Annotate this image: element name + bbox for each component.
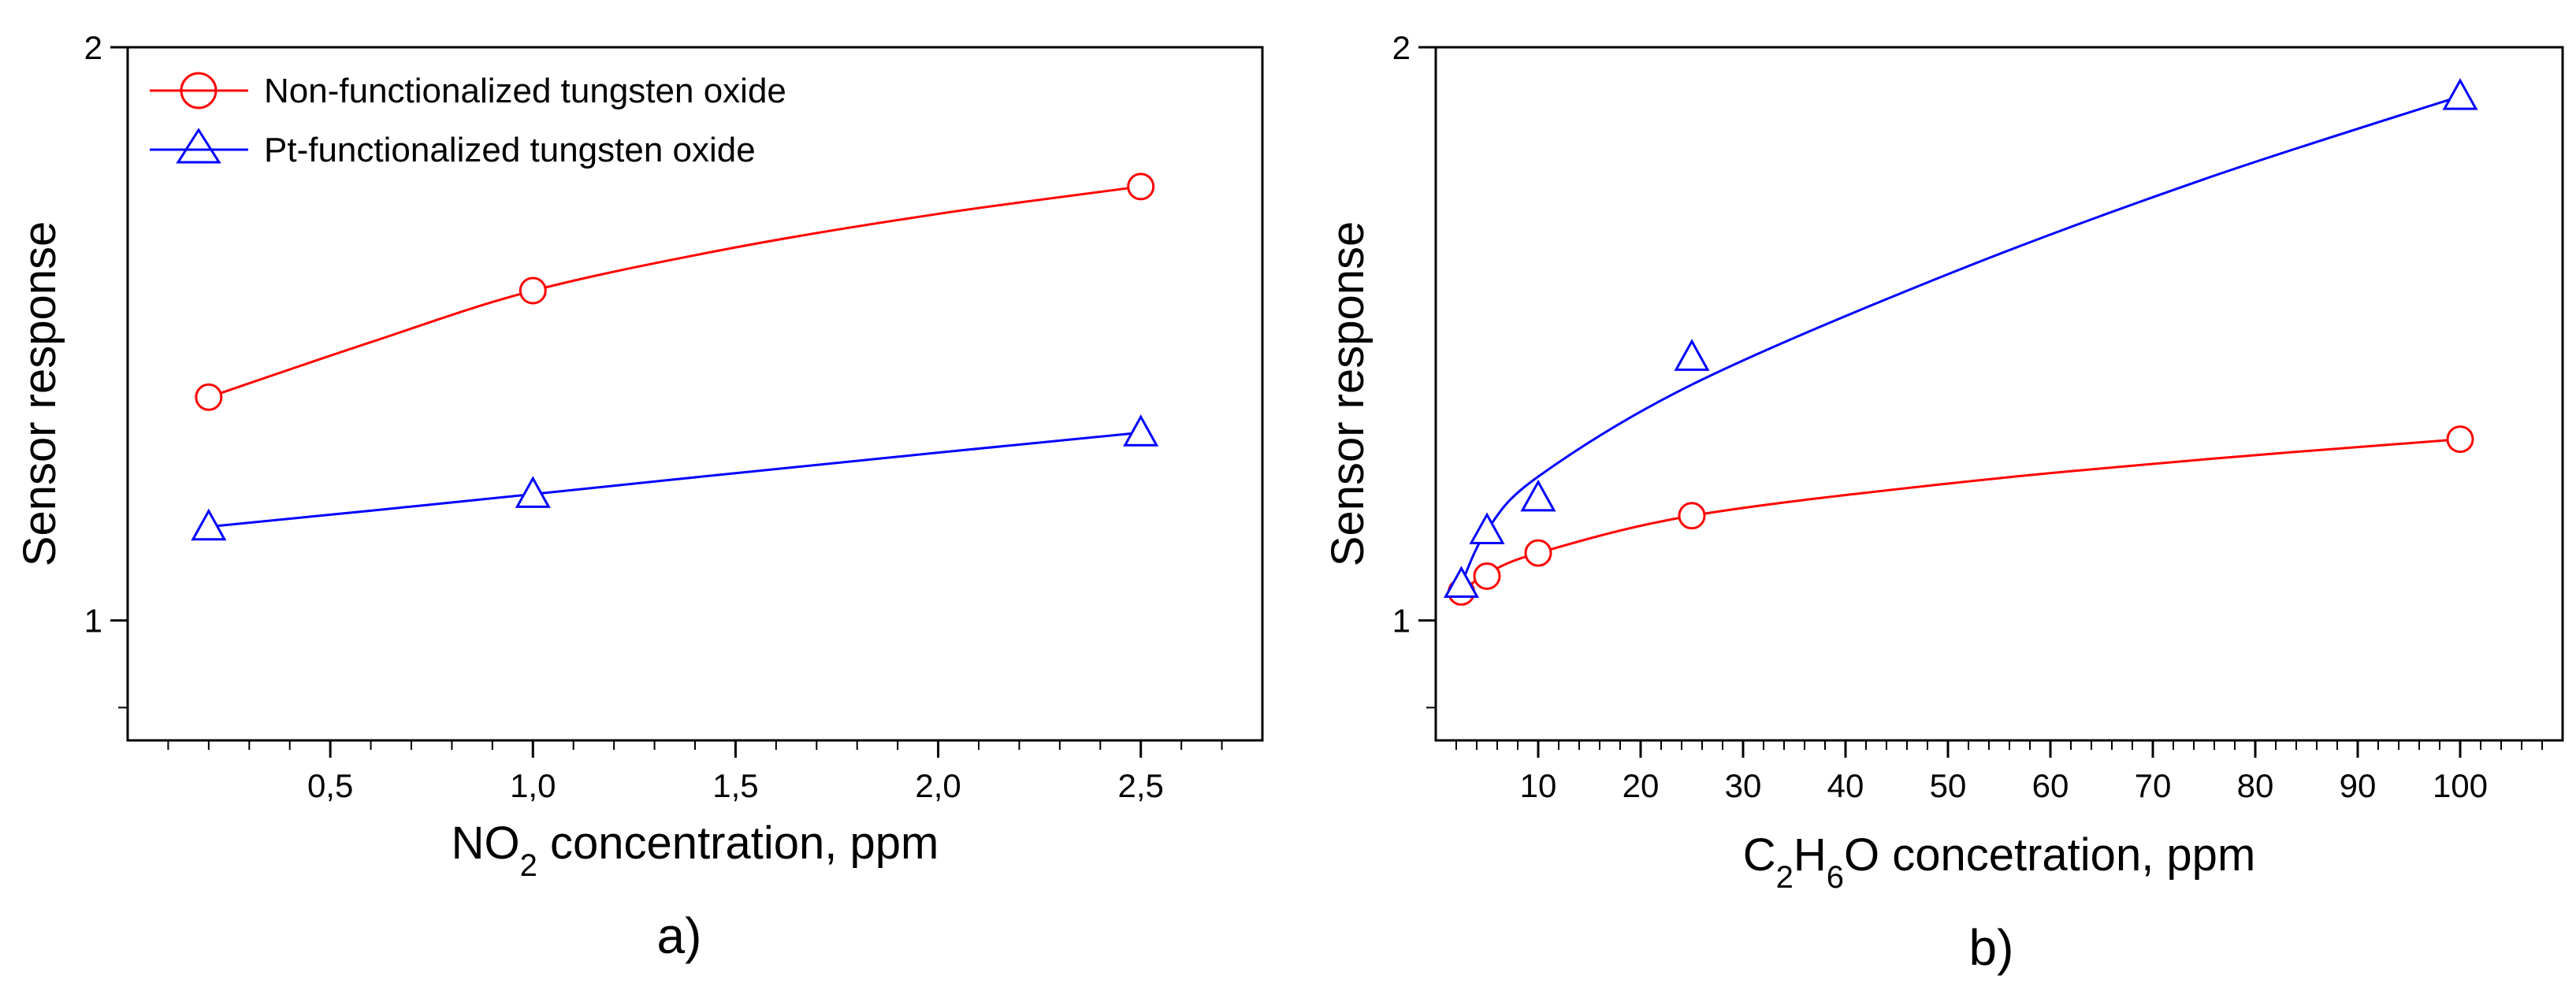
data-point-triangle [515,476,551,508]
x-tick-label: 30 [1725,767,1762,804]
marker-layer [191,172,1159,541]
x-tick-label: 70 [2135,767,2172,804]
panel-a: 0,5 1,0 1,5 2,0 2,5 1 2 Non-functionalized tun… [14,29,1264,964]
y-tick-label: 1 [84,603,102,640]
x-tick-label: 10 [1520,767,1557,804]
data-point-triangle [1469,512,1505,544]
data-point-triangle [1674,339,1710,371]
data-point-circle [519,276,547,305]
marker-layer [1443,78,2478,606]
x-axis-title-h: H [1794,829,1827,881]
plot-frame [126,46,1264,742]
x-axis-title-rest: O concetration, ppm [1844,829,2255,881]
x-axis-title: C2H6O concetration, ppm [1743,829,2256,895]
tick-layer: 10 20 30 40 50 60 70 80 90 100 1 2 [1392,29,2543,804]
y-tick-label: 1 [1392,603,1411,640]
series-line-pt-functionalized [208,431,1141,529]
legend-label-non-functionalized: Non-functionalized tungsten oxide [264,72,786,110]
x-tick-label: 80 [2237,767,2274,804]
series-line-non-functionalized [1460,438,2461,593]
x-axis-title-subscript: 2 [520,848,537,883]
x-tick-label: 1,5 [712,767,758,804]
data-point-circle [195,383,223,411]
data-point-triangle [191,508,227,541]
series-line-non-functionalized [208,185,1141,399]
y-axis-title: Sensor response [1322,221,1373,566]
legend: Non-functionalized tungsten oxide Pt-fun… [150,72,786,169]
legend-label-pt-functionalized: Pt-functionalized tungsten oxide [264,131,756,169]
x-tick-label: 100 [2433,767,2488,804]
x-tick-label: 2,0 [915,767,961,804]
panel-label: b) [1969,919,2014,976]
curve-layer [1460,95,2461,593]
x-axis-title: NO2 concentration, ppm [452,818,939,883]
x-axis-title-rest: concentration, ppm [537,818,939,869]
data-point-circle [1678,502,1706,530]
data-point-triangle [1443,566,1480,599]
y-axis-title: Sensor response [14,221,65,566]
x-tick-label: 50 [1930,767,1967,804]
legend-marker-non-functionalized [180,72,217,109]
legend-marker-pt-functionalized [176,128,221,164]
series-line-pt-functionalized [1460,95,2461,585]
data-point-circle [1473,562,1501,591]
data-point-circle [1127,172,1155,201]
x-tick-label: 2,5 [1118,767,1164,804]
y-tick-label: 2 [1392,29,1411,66]
data-point-triangle [1520,479,1556,512]
x-tick-label: 20 [1623,767,1660,804]
data-point-circle [1524,539,1552,567]
x-tick-label: 0,5 [307,767,353,804]
data-point-circle [2446,425,2474,454]
panel-label: a) [657,907,702,964]
curve-layer [208,185,1141,529]
x-axis-title-subscript-1: 2 [1776,860,1794,895]
x-tick-label: 60 [2032,767,2069,804]
x-tick-label: 1,0 [510,767,556,804]
x-tick-label: 90 [2340,767,2377,804]
x-axis-title-c: C [1743,829,1776,881]
x-axis-title-subscript-2: 6 [1827,860,1844,895]
y-tick-label: 2 [84,29,102,66]
x-tick-label: 40 [1827,767,1864,804]
plot-frame [1434,46,2564,742]
x-axis-title-main: NO [452,818,520,869]
tick-layer: 0,5 1,0 1,5 2,0 2,5 1 2 [84,29,1223,804]
data-point-triangle [2442,78,2478,110]
data-point-triangle [1123,414,1159,447]
